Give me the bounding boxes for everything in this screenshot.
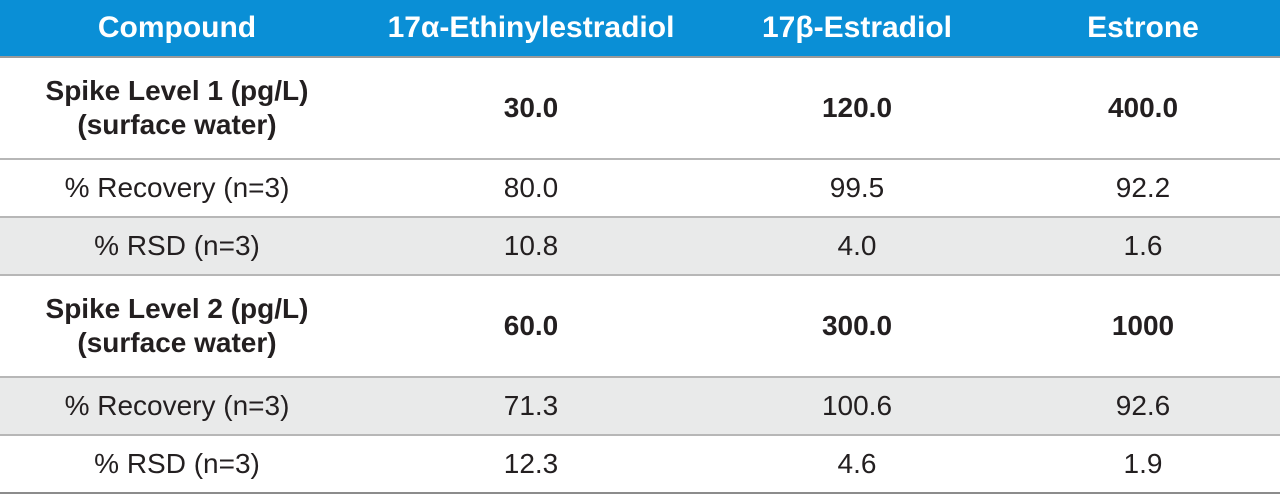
row-label: % RSD (n=3)	[0, 217, 354, 276]
row-label-line2: (surface water)	[77, 109, 277, 140]
row-label-line1: Spike Level 2 (pg/L)	[45, 293, 309, 324]
cell-ethinylestradiol: 10.8	[354, 217, 708, 276]
row-label: % Recovery (n=3)	[0, 377, 354, 436]
table-header: Compound 17α-Ethinylestradiol 17β-Estrad…	[0, 0, 1280, 58]
table-body: Spike Level 1 (pg/L) (surface water) 30.…	[0, 57, 1280, 494]
header-ethinylestradiol: 17α-Ethinylestradiol	[354, 0, 708, 58]
cell-estradiol: 4.0	[708, 217, 1006, 276]
cell-estradiol: 300.0	[708, 275, 1006, 378]
row-label: % Recovery (n=3)	[0, 159, 354, 218]
cell-estradiol: 4.6	[708, 435, 1006, 494]
table-row-spike-level-1: Spike Level 1 (pg/L) (surface water) 30.…	[0, 57, 1280, 160]
row-label: Spike Level 1 (pg/L) (surface water)	[0, 57, 354, 160]
row-label: Spike Level 2 (pg/L) (surface water)	[0, 275, 354, 378]
row-label-line2: (surface water)	[77, 327, 277, 358]
row-label: % RSD (n=3)	[0, 435, 354, 494]
header-estrone: Estrone	[1006, 0, 1280, 58]
header-estradiol: 17β-Estradiol	[708, 0, 1006, 58]
table-row-recovery-2: % Recovery (n=3) 71.3 100.6 92.6	[0, 377, 1280, 436]
cell-ethinylestradiol: 30.0	[354, 57, 708, 160]
cell-estrone: 92.2	[1006, 159, 1280, 218]
header-compound: Compound	[0, 0, 354, 58]
cell-estradiol: 100.6	[708, 377, 1006, 436]
cell-ethinylestradiol: 12.3	[354, 435, 708, 494]
cell-estradiol: 99.5	[708, 159, 1006, 218]
header-row: Compound 17α-Ethinylestradiol 17β-Estrad…	[0, 0, 1280, 58]
table-row-rsd-1: % RSD (n=3) 10.8 4.0 1.6	[0, 217, 1280, 276]
cell-ethinylestradiol: 60.0	[354, 275, 708, 378]
cell-estrone: 92.6	[1006, 377, 1280, 436]
cell-estrone: 400.0	[1006, 57, 1280, 160]
cell-estrone: 1.9	[1006, 435, 1280, 494]
cell-ethinylestradiol: 80.0	[354, 159, 708, 218]
table-row-recovery-1: % Recovery (n=3) 80.0 99.5 92.2	[0, 159, 1280, 218]
table-row-spike-level-2: Spike Level 2 (pg/L) (surface water) 60.…	[0, 275, 1280, 378]
cell-ethinylestradiol: 71.3	[354, 377, 708, 436]
table-row-rsd-2: % RSD (n=3) 12.3 4.6 1.9	[0, 435, 1280, 494]
cell-estradiol: 120.0	[708, 57, 1006, 160]
cell-estrone: 1000	[1006, 275, 1280, 378]
cell-estrone: 1.6	[1006, 217, 1280, 276]
row-label-line1: Spike Level 1 (pg/L)	[45, 75, 309, 106]
